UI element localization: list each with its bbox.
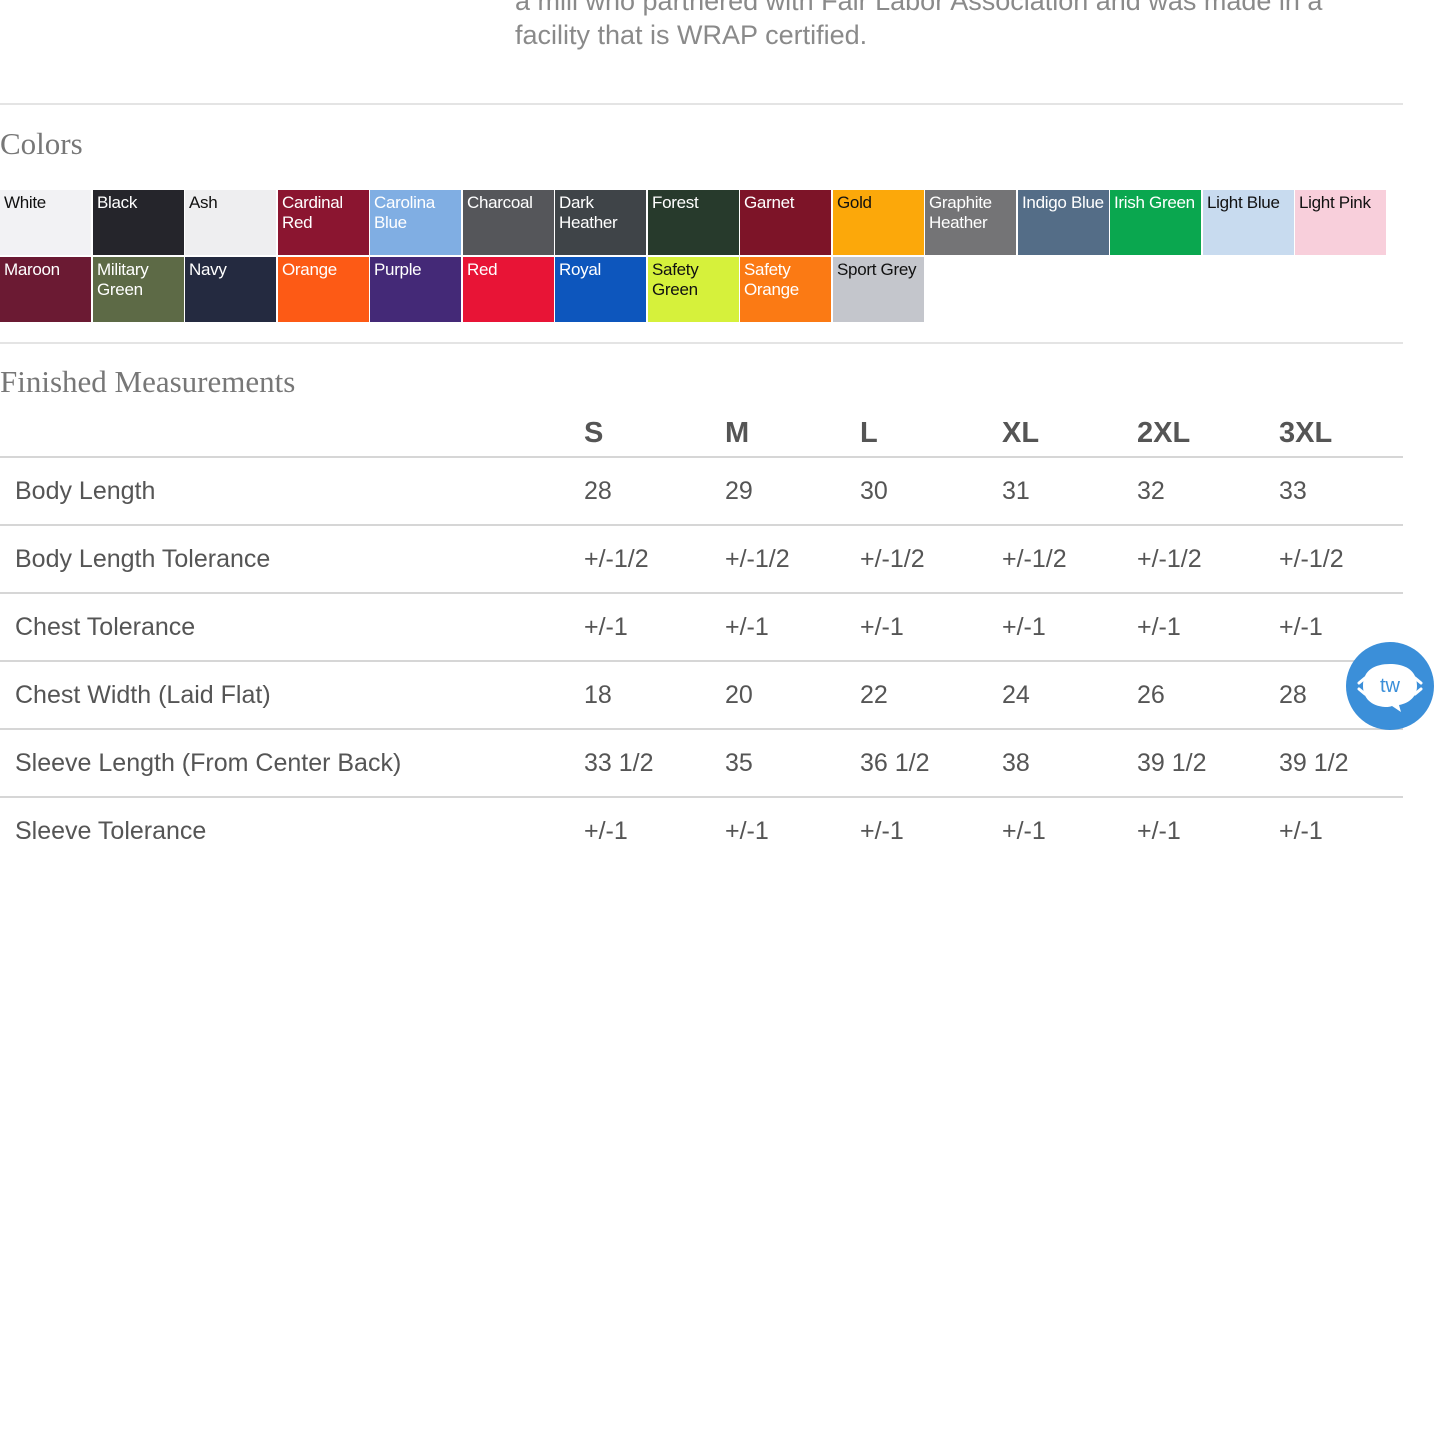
table-row: Sleeve Length (From Center Back) 33 1/2 35… [0, 729, 1403, 798]
measurement-value: 36 1/2 [860, 729, 1002, 798]
measurement-value: 18 [584, 661, 725, 730]
measurements-table-wrap: S M L XL 2XL 3XL Body Length 28 29 30 31 32 33 Body … [0, 403, 1403, 864]
measurements-body: Body Length 28 29 30 31 32 33 Body Length Toler… [0, 457, 1403, 864]
color-swatch-dark-heather[interactable]: Dark Heather [555, 190, 646, 255]
measurement-value: 31 [1002, 457, 1137, 526]
measurements-table: S M L XL 2XL 3XL Body Length 28 29 30 31 32 33 Body … [0, 403, 1403, 864]
label-column-header [0, 403, 584, 458]
measurement-value: 22 [860, 661, 1002, 730]
color-swatch-ash[interactable]: Ash [185, 190, 276, 255]
color-swatch-carolina-blue[interactable]: Carolina Blue [370, 190, 461, 255]
chat-bubble-icon: tw [1357, 664, 1423, 712]
measurement-value: +/-1 [1002, 593, 1137, 662]
color-swatch-maroon[interactable]: Maroon [0, 257, 91, 322]
color-swatch-safety-green[interactable]: Safety Green [648, 257, 739, 322]
color-swatch-sport-grey[interactable]: Sport Grey [833, 257, 924, 322]
measurement-value: 32 [1137, 457, 1279, 526]
measurement-value: +/-1/2 [1279, 525, 1403, 594]
measurement-value: 24 [1002, 661, 1137, 730]
divider [0, 103, 1403, 105]
measurement-value: 33 [1279, 457, 1403, 526]
measurement-value: 38 [1002, 729, 1137, 798]
measurements-heading: Finished Measurements [0, 364, 296, 399]
measurement-value: +/-1 [1279, 816, 1323, 845]
color-swatch-royal[interactable]: Royal [555, 257, 646, 322]
table-row: Body Length Tolerance +/-1/2 +/-1/2 +/-1/2 +… [0, 525, 1403, 594]
color-swatch-navy[interactable]: Navy [185, 257, 276, 322]
color-swatch-purple[interactable]: Purple [370, 257, 461, 322]
measurement-value: +/-1 [860, 816, 904, 845]
color-swatch-forest[interactable]: Forest [648, 190, 739, 255]
color-swatch-light-blue[interactable]: Light Blue [1203, 190, 1294, 255]
measurement-value: 39 1/2 [1279, 729, 1403, 798]
measurement-value: 35 [725, 729, 860, 798]
product-description: a mill who partnered with Fair Labor Ass… [515, 0, 1323, 50]
measurement-label: Body Length [0, 457, 584, 526]
table-row: Chest Width (Laid Flat) 18 20 22 24 26 28 [0, 661, 1403, 730]
color-swatch-white[interactable]: White [0, 190, 91, 255]
measurement-value: +/-1 [725, 816, 769, 845]
measurement-label: Chest Width (Laid Flat) [0, 661, 584, 730]
measurement-label: Sleeve Tolerance [15, 816, 207, 845]
measurement-value: 29 [725, 457, 860, 526]
color-swatch-irish-green[interactable]: Irish Green [1110, 190, 1201, 255]
color-swatch-gold[interactable]: Gold [833, 190, 924, 255]
measurement-label: Chest Tolerance [0, 593, 584, 662]
measurement-value: 28 [584, 457, 725, 526]
measurement-value: +/-1/2 [860, 525, 1002, 594]
size-header-l: L [860, 403, 1002, 458]
measurement-value: 39 1/2 [1137, 729, 1279, 798]
color-swatch-red[interactable]: Red [463, 257, 554, 322]
color-swatch-indigo-blue[interactable]: Indigo Blue [1018, 190, 1109, 255]
color-swatch-orange[interactable]: Orange [278, 257, 369, 322]
size-header-2xl: 2XL [1137, 403, 1279, 458]
measurement-value: 20 [725, 661, 860, 730]
measurement-value: +/-1/2 [1002, 525, 1137, 594]
measurement-value: +/-1 [1137, 816, 1181, 845]
color-swatch-black[interactable]: Black [93, 190, 184, 255]
size-header-m: M [725, 403, 860, 458]
chat-logo-text: tw [1380, 675, 1401, 697]
color-swatch-cardinal-red[interactable]: Cardinal Red [278, 190, 369, 255]
color-swatch-charcoal[interactable]: Charcoal [463, 190, 554, 255]
measurement-value: 33 1/2 [584, 729, 725, 798]
colors-heading: Colors [0, 126, 83, 161]
color-swatch-safety-orange[interactable]: Safety Orange [740, 257, 831, 322]
size-header-row: S M L XL 2XL 3XL [0, 403, 1403, 458]
color-swatch-garnet[interactable]: Garnet [740, 190, 831, 255]
divider [0, 342, 1403, 344]
measurement-value: +/-1 [1002, 816, 1046, 845]
measurement-value: +/-1 [860, 593, 1002, 662]
color-swatch-graphite-heather[interactable]: Graphite Heather [925, 190, 1016, 255]
color-swatch-light-pink[interactable]: Light Pink [1295, 190, 1386, 255]
measurement-value: +/-1 [584, 816, 628, 845]
measurement-label: Body Length Tolerance [0, 525, 584, 594]
measurement-value: +/-1/2 [725, 525, 860, 594]
measurement-value: 30 [860, 457, 1002, 526]
measurement-value: 26 [1137, 661, 1279, 730]
measurement-value: +/-1 [725, 593, 860, 662]
size-header-3xl: 3XL [1279, 403, 1403, 458]
measurement-value: +/-1/2 [584, 525, 725, 594]
chat-widget-button[interactable]: tw [1346, 642, 1434, 730]
measurement-label: Sleeve Length (From Center Back) [0, 729, 584, 798]
size-header-s: S [584, 403, 725, 458]
measurement-value: +/-1 [584, 593, 725, 662]
table-row: Sleeve Tolerance +/-1 +/-1 +/-1 +/-1 +/-1 +/-1 [0, 797, 1403, 864]
table-row: Chest Tolerance +/-1 +/-1 +/-1 +/-1 +/-1 +/-1 [0, 593, 1403, 662]
color-swatch-military-green[interactable]: Military Green [93, 257, 184, 322]
measurement-value: +/-1 [1137, 593, 1279, 662]
table-row: Body Length 28 29 30 31 32 33 [0, 457, 1403, 526]
measurement-value: +/-1/2 [1137, 525, 1279, 594]
size-header-xl: XL [1002, 403, 1137, 458]
